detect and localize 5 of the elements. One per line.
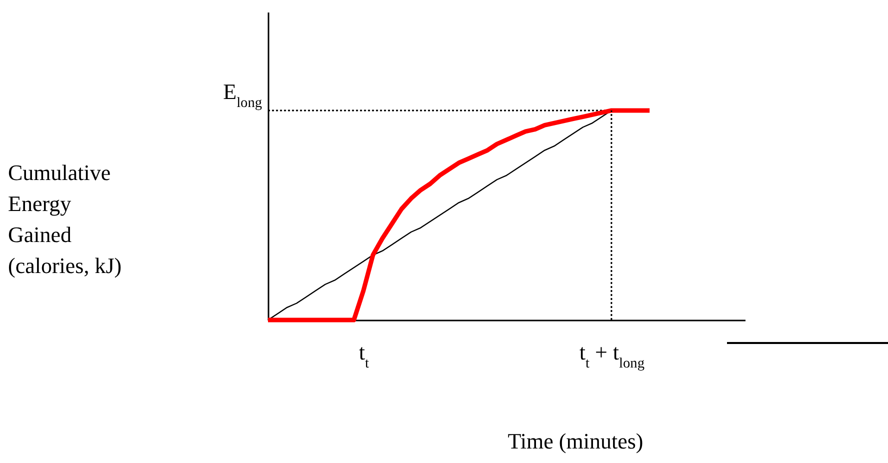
text: Cumulative Energy Gained (calories, kJ)	[8, 160, 122, 278]
text: E$_{long}$	[223, 79, 262, 111]
x-axis-title: Time (minutes)	[508, 428, 644, 454]
x-tick-label: t$_{t}$	[358, 340, 369, 372]
x-tick-label: t$_{t}$ + t$_{long}$	[579, 340, 644, 372]
